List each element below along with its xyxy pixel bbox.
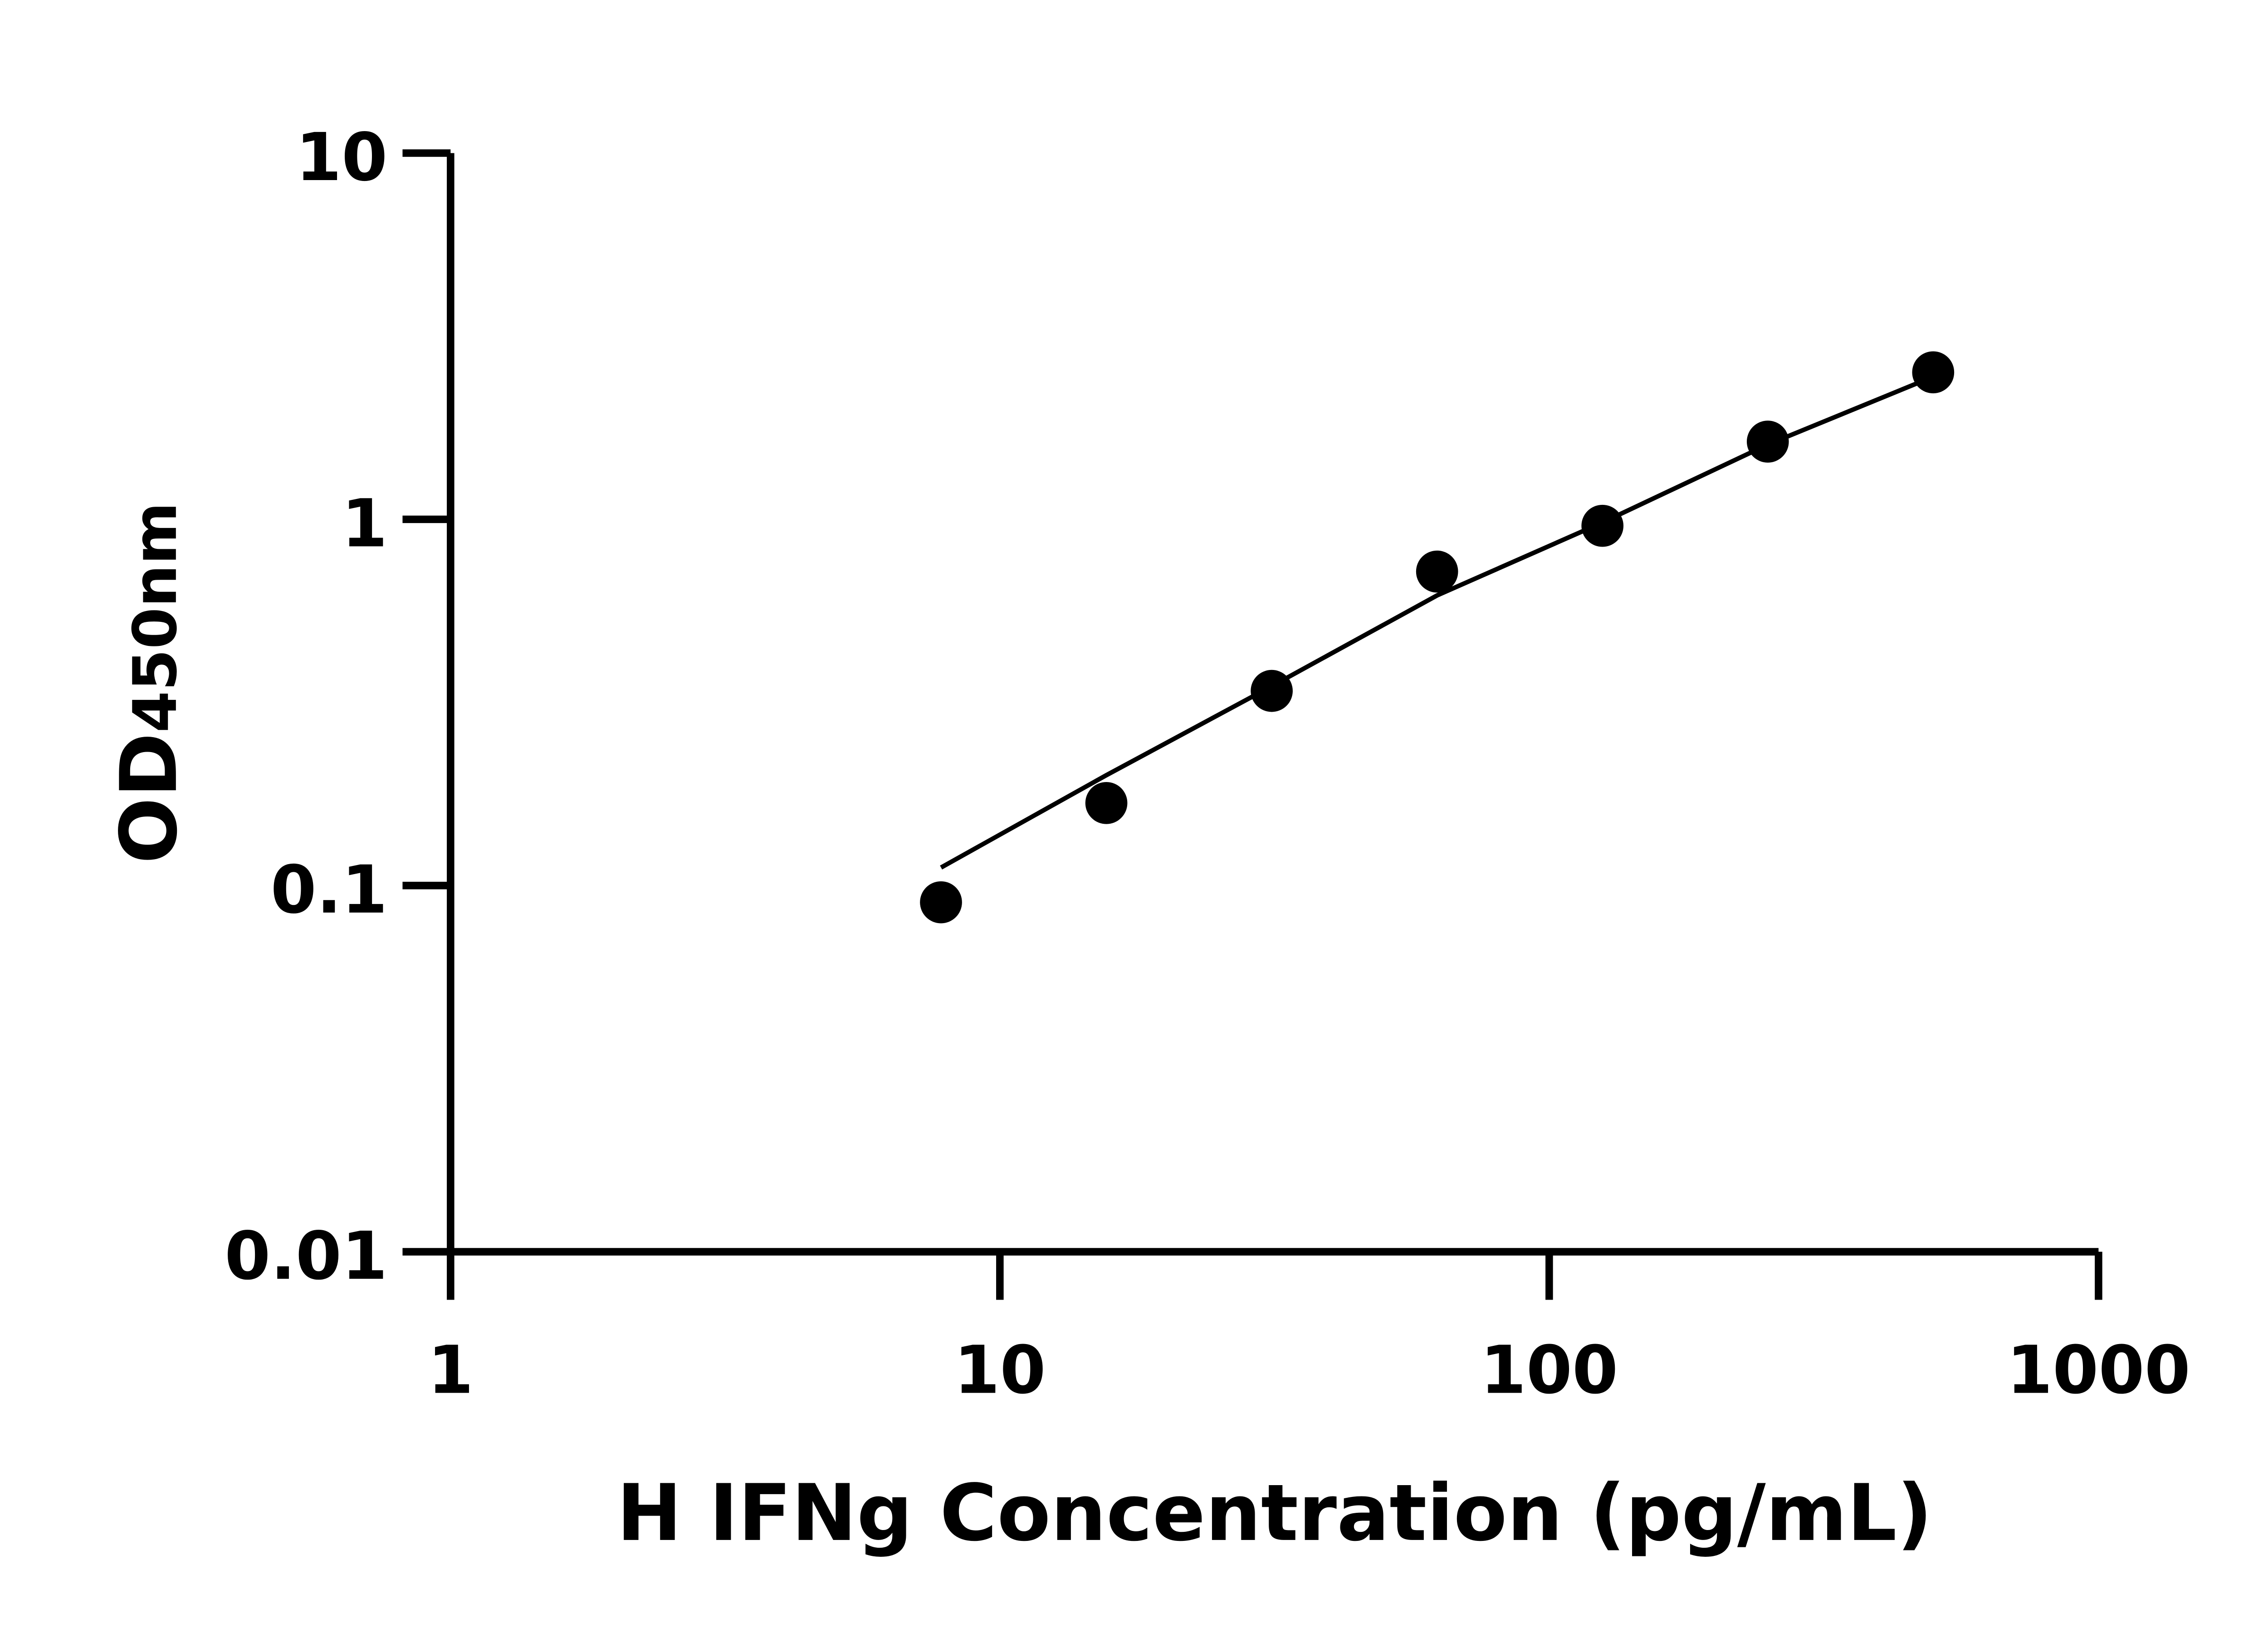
y-tick-label: 0.1: [270, 852, 387, 929]
data-point: [920, 881, 962, 924]
x-tick-label: 100: [1480, 1332, 1618, 1409]
data-point: [1912, 351, 1955, 394]
data-point: [1746, 420, 1789, 463]
data-point: [1251, 670, 1293, 712]
x-tick-label: 1000: [2007, 1332, 2190, 1409]
y-tick-label: 0.01: [225, 1218, 387, 1295]
data-point: [1581, 504, 1624, 547]
x-tick-label: 10: [954, 1332, 1046, 1409]
y-tick-label: 1: [342, 485, 387, 562]
data-point: [1085, 782, 1128, 824]
svg-text:OD450nm: OD450nm: [103, 502, 195, 864]
data-point: [1416, 550, 1458, 593]
y-axis-label: OD450nm: [103, 502, 195, 864]
y-tick-label: 10: [296, 119, 388, 196]
x-axis-label: H IFNg Concentration (pg/mL): [616, 1467, 1932, 1559]
axes: 1 10 100 1000 10 1 0.1 0.01: [225, 119, 2190, 1409]
x-tick-label: 1: [428, 1332, 474, 1409]
data-points: [920, 351, 1955, 924]
y-axis-label-main: OD: [103, 733, 195, 864]
y-axis-label-sub: 450nm: [121, 502, 191, 733]
